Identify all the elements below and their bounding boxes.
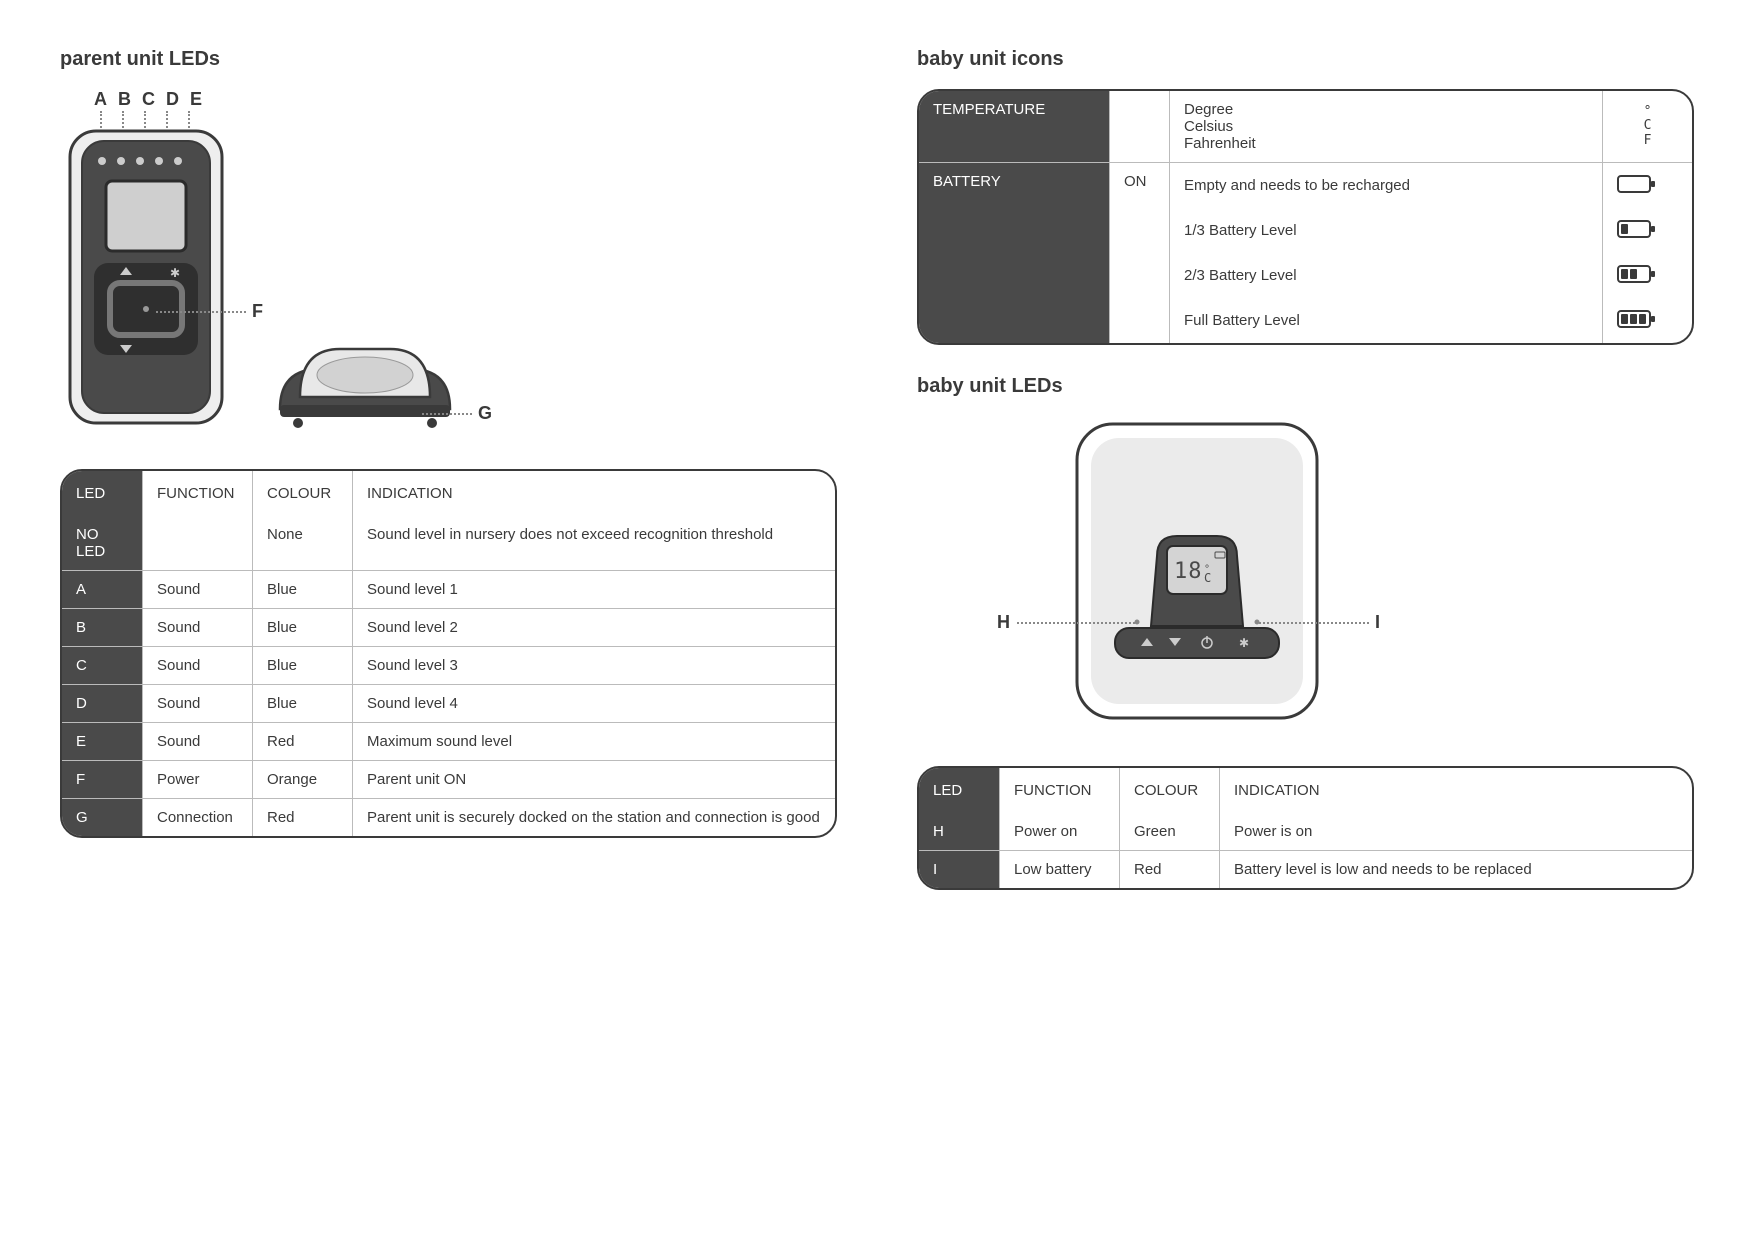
temperature-icon: °CF [1602, 91, 1692, 162]
battery-icon [1602, 253, 1692, 298]
battery-icon [1602, 298, 1692, 343]
table-row: BSoundBlueSound level 2 [62, 608, 835, 646]
callout-b: B [118, 89, 131, 110]
th-function: FUNCTION [142, 471, 252, 516]
th-led: LED [62, 471, 142, 516]
callout-f: F [252, 301, 263, 322]
baby-icons-table: TEMPERATUREDegreeCelsiusFahrenheit°CFBAT… [917, 89, 1694, 345]
parent-unit-leds-title: parent unit LEDs [60, 48, 837, 71]
svg-text:✱: ✱ [1239, 636, 1249, 650]
svg-text:✱: ✱ [170, 266, 180, 280]
table-row: GConnectionRedParent unit is securely do… [62, 798, 835, 836]
callout-g: G [478, 403, 492, 424]
parent-led-table: LED FUNCTION COLOUR INDICATION NO LEDNon… [60, 469, 837, 838]
table-row: ILow batteryRedBattery level is low and … [919, 850, 1692, 888]
table-row: ESoundRedMaximum sound level [62, 722, 835, 760]
baby-unit-leds-title: baby unit LEDs [917, 375, 1694, 398]
battery-icon [1602, 208, 1692, 253]
callout-i: I [1375, 612, 1380, 633]
table-row: DSoundBlueSound level 4 [62, 684, 835, 722]
callout-a: A [94, 89, 107, 110]
bth-function: FUNCTION [999, 768, 1119, 813]
callout-c: C [142, 89, 155, 110]
left-column: parent unit LEDs A B C D E [60, 40, 837, 890]
parent-table-body: NO LEDNoneSound level in nursery does no… [62, 516, 835, 836]
table-row: BATTERYONEmpty and needs to be recharged [919, 162, 1692, 208]
baby-unit-svg: 18 ° C ✱ [1067, 416, 1327, 726]
icons-table-body: TEMPERATUREDegreeCelsiusFahrenheit°CFBAT… [919, 91, 1692, 343]
parent-unit-svg: ✱ [66, 127, 226, 427]
callout-h: H [997, 612, 1010, 633]
table-row: ASoundBlueSound level 1 [62, 570, 835, 608]
table-row: HPower onGreenPower is on [919, 813, 1692, 850]
bth-led: LED [919, 768, 999, 813]
dock-svg [270, 339, 460, 439]
baby-unit-diagram: 18 ° C ✱ H I [917, 416, 1694, 736]
baby-unit-icons-title: baby unit icons [917, 48, 1694, 71]
bth-indication: INDICATION [1219, 768, 1692, 813]
th-colour: COLOUR [252, 471, 352, 516]
table-row: FPowerOrangeParent unit ON [62, 760, 835, 798]
table-row: TEMPERATUREDegreeCelsiusFahrenheit°CF [919, 91, 1692, 162]
callout-d: D [166, 89, 179, 110]
table-row: NO LEDNoneSound level in nursery does no… [62, 516, 835, 570]
battery-icon [1602, 162, 1692, 208]
parent-unit-diagram: A B C D E [60, 89, 837, 439]
callout-e: E [190, 89, 202, 110]
baby-table-body: HPower onGreenPower is onILow batteryRed… [919, 813, 1692, 888]
svg-text:18: 18 [1174, 559, 1203, 584]
right-column: baby unit icons TEMPERATUREDegreeCelsius… [917, 40, 1694, 890]
th-indication: INDICATION [352, 471, 835, 516]
svg-text:C: C [1204, 571, 1211, 585]
baby-led-table: LED FUNCTION COLOUR INDICATION HPower on… [917, 766, 1694, 890]
table-row: CSoundBlueSound level 3 [62, 646, 835, 684]
bth-colour: COLOUR [1119, 768, 1219, 813]
